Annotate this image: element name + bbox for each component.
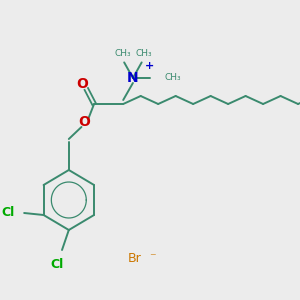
Text: Cl: Cl: [1, 206, 14, 220]
Text: CH₃: CH₃: [115, 50, 131, 58]
Text: Cl: Cl: [50, 258, 64, 271]
Text: N: N: [127, 71, 139, 85]
Text: Br: Br: [128, 251, 142, 265]
Text: ⁻: ⁻: [149, 251, 156, 265]
Text: O: O: [76, 77, 88, 91]
Text: O: O: [78, 115, 90, 129]
Text: CH₃: CH₃: [164, 74, 181, 82]
Text: +: +: [145, 61, 154, 71]
Text: CH₃: CH₃: [135, 50, 152, 58]
